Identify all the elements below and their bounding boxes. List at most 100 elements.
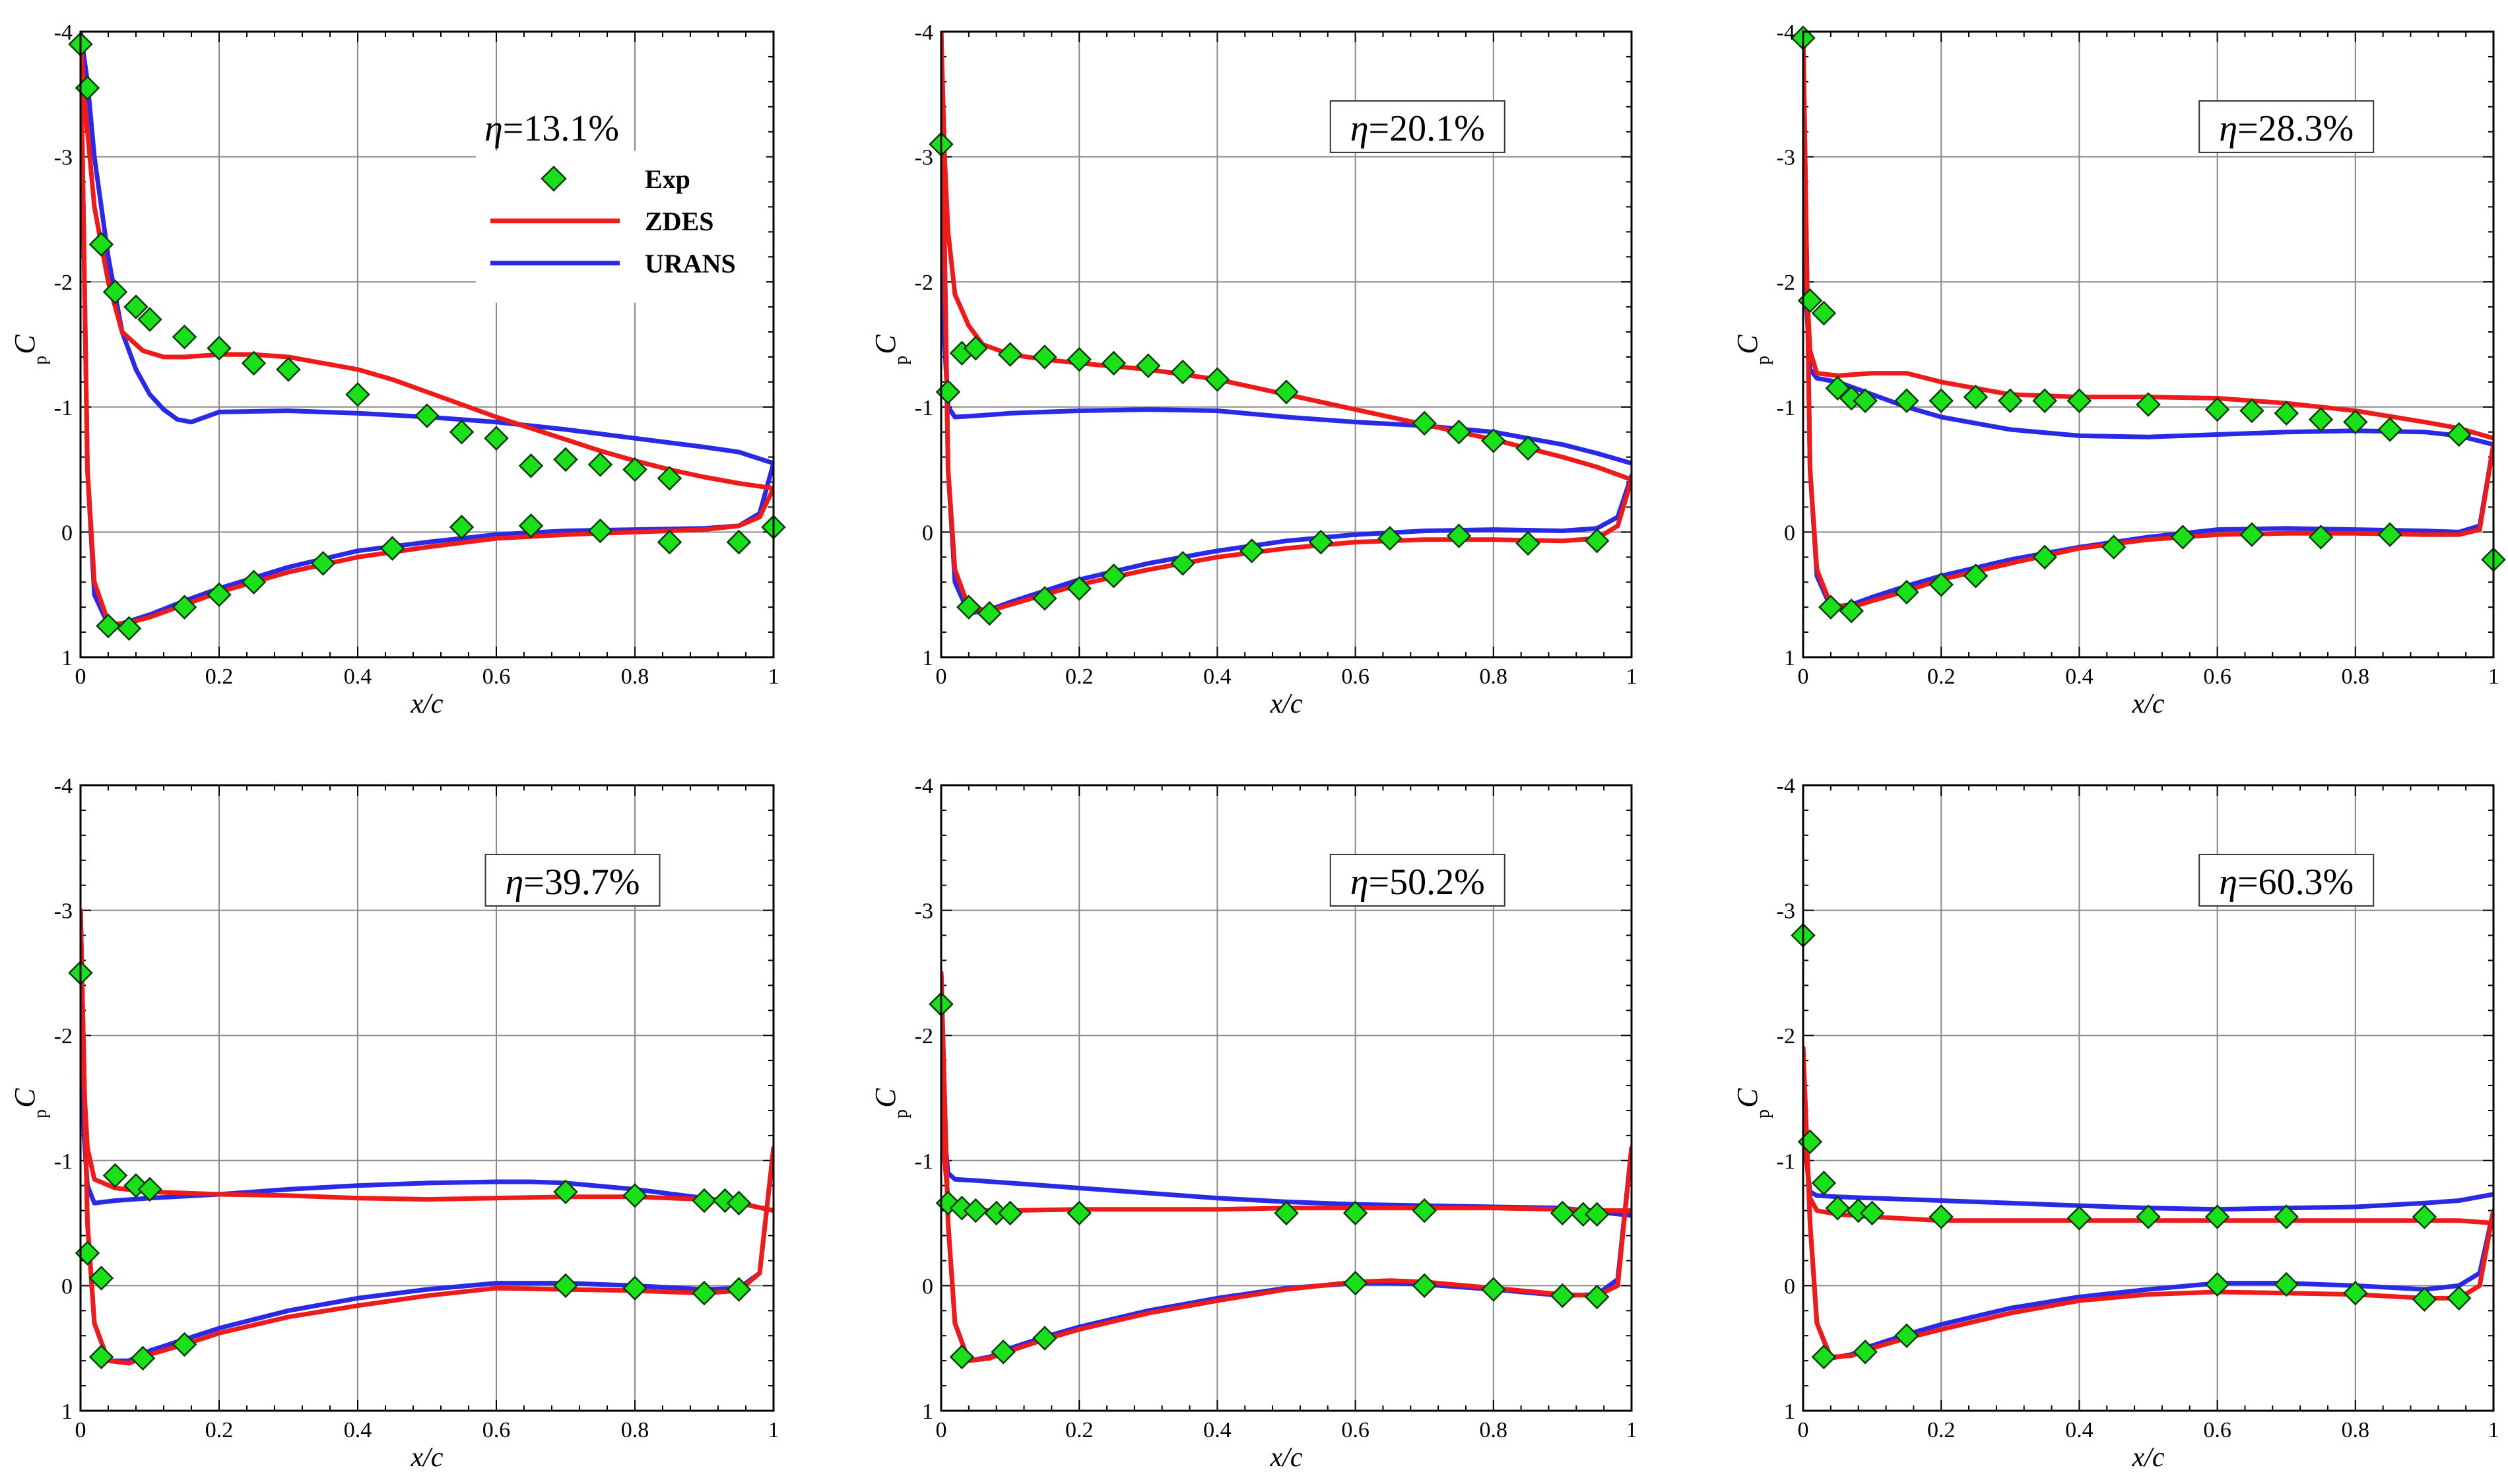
exp-point [2377,522,2402,547]
exp-point [518,513,544,538]
x-tick-label: 1 [2488,664,2499,689]
y-tick-label: 0 [922,521,933,545]
plot-frame [940,30,1633,659]
exp-point [1998,388,2023,414]
exp-point [172,595,197,620]
eta-label: η=28.3% [2198,100,2375,153]
exp-point [2032,388,2057,414]
exp-point [137,1177,162,1202]
exp-point [1811,1171,1837,1196]
x-tick-label: 0 [936,1418,947,1442]
exp-point [518,453,544,478]
x-tick-label: 0.8 [1480,1418,1508,1442]
x-tick-label: 0.4 [344,664,372,689]
exp-point [1818,595,1843,620]
y-axis-label-subscript: p [30,1109,51,1118]
x-tick-label: 0.6 [482,1418,511,1442]
exp-point [726,529,752,555]
y-tick-label: -2 [1777,1024,1795,1048]
eta-label-box [1329,100,1505,153]
y-tick-label: -3 [915,146,933,170]
y-axis-label: C [1731,335,1764,354]
exp-point [1170,359,1195,385]
exp-points [68,960,752,1371]
plot-frame [1802,30,2495,659]
urans-upper-line [1803,1045,2493,1212]
exp-point [587,452,613,477]
exp-point [1274,1200,1299,1226]
exp-point [2204,1272,2230,1297]
x-tick-label: 0.6 [2203,1418,2231,1442]
zdes-upper-line [1803,1045,2493,1226]
exp-point [949,1344,975,1370]
exp-point [88,1344,114,1370]
exp-point [622,1183,647,1208]
exp-point [1929,388,1954,414]
y-tick-label: -1 [54,396,73,420]
exp-point [102,279,128,305]
x-tick-label: 0.2 [1927,664,1956,689]
eta-label: η=39.7% [484,853,661,907]
exp-point [380,536,405,561]
eta-value: =60.3% [2237,862,2354,903]
eta-label-box [2198,853,2375,907]
x-tick-label: 0.8 [621,1418,649,1442]
exp-point [207,582,232,607]
exp-point [726,1190,752,1216]
exp-point [2170,525,2196,550]
exp-point [1032,1326,1057,1351]
exp-point [88,1266,114,1291]
exp-point [963,335,989,361]
y-tick-label: -3 [1777,899,1795,924]
x-axis-label: x/c [411,689,444,719]
exp-point [137,307,162,332]
legend-zdes-label: ZDES [645,207,714,236]
y-tick-label: -3 [54,899,73,924]
x-tick-label: 0 [936,664,947,689]
exp-point [414,403,440,428]
exp-point [484,426,509,451]
chart-panel-1: 0 0.2 0.4 0.6 0.8 1-4-3-2-101x/cCpη=13.1%ExpZ… [9,20,786,719]
exp-point [116,616,142,641]
exp-point [1929,572,1954,597]
exp-point [1204,367,1230,392]
exp-point [587,518,613,544]
y-tick-label: -1 [915,1149,933,1174]
y-axis-label: C [9,1088,41,1108]
exp-point [1412,410,1437,436]
exp-point [1067,1200,1092,1226]
exp-point [2343,409,2368,435]
legend-exp-label: Exp [645,164,690,194]
exp-point [1342,1200,1368,1226]
exp-point [1032,586,1057,611]
eta-symbol: η [1350,108,1369,149]
exp-point [949,1196,975,1221]
eta-label: η=20.1% [1329,100,1505,153]
exp-point [657,529,682,555]
eta-symbol: η [1350,862,1369,903]
x-tick-label: 0.2 [1065,1418,1094,1442]
x-tick-label: 0 [75,1418,86,1442]
eta-value: =39.7% [523,862,640,903]
exp-point [2308,525,2334,550]
exp-point [2066,1206,2092,1231]
y-tick-label: -4 [915,774,933,798]
eta-label: η=13.1% [484,108,619,149]
x-tick-label: 0.8 [2342,1418,2370,1442]
exp-point [1825,375,1851,401]
y-tick-label: 0 [1784,1274,1795,1299]
legend-background [476,150,766,303]
exp-point [1239,538,1265,564]
x-tick-label: 0.8 [2342,664,2370,689]
x-tick-label: 0.2 [1927,1418,1956,1442]
exp-point [1550,1283,1575,1308]
exp-point [1963,384,1989,410]
x-axis-label: x/c [1270,689,1303,719]
exp-point [1412,1198,1437,1223]
y-tick-label: -4 [1777,20,1795,45]
exp-point [241,569,267,595]
y-axis-label: C [869,1088,902,1108]
exp-point [1308,529,1334,555]
x-tick-label: 0.6 [1341,1418,1370,1442]
